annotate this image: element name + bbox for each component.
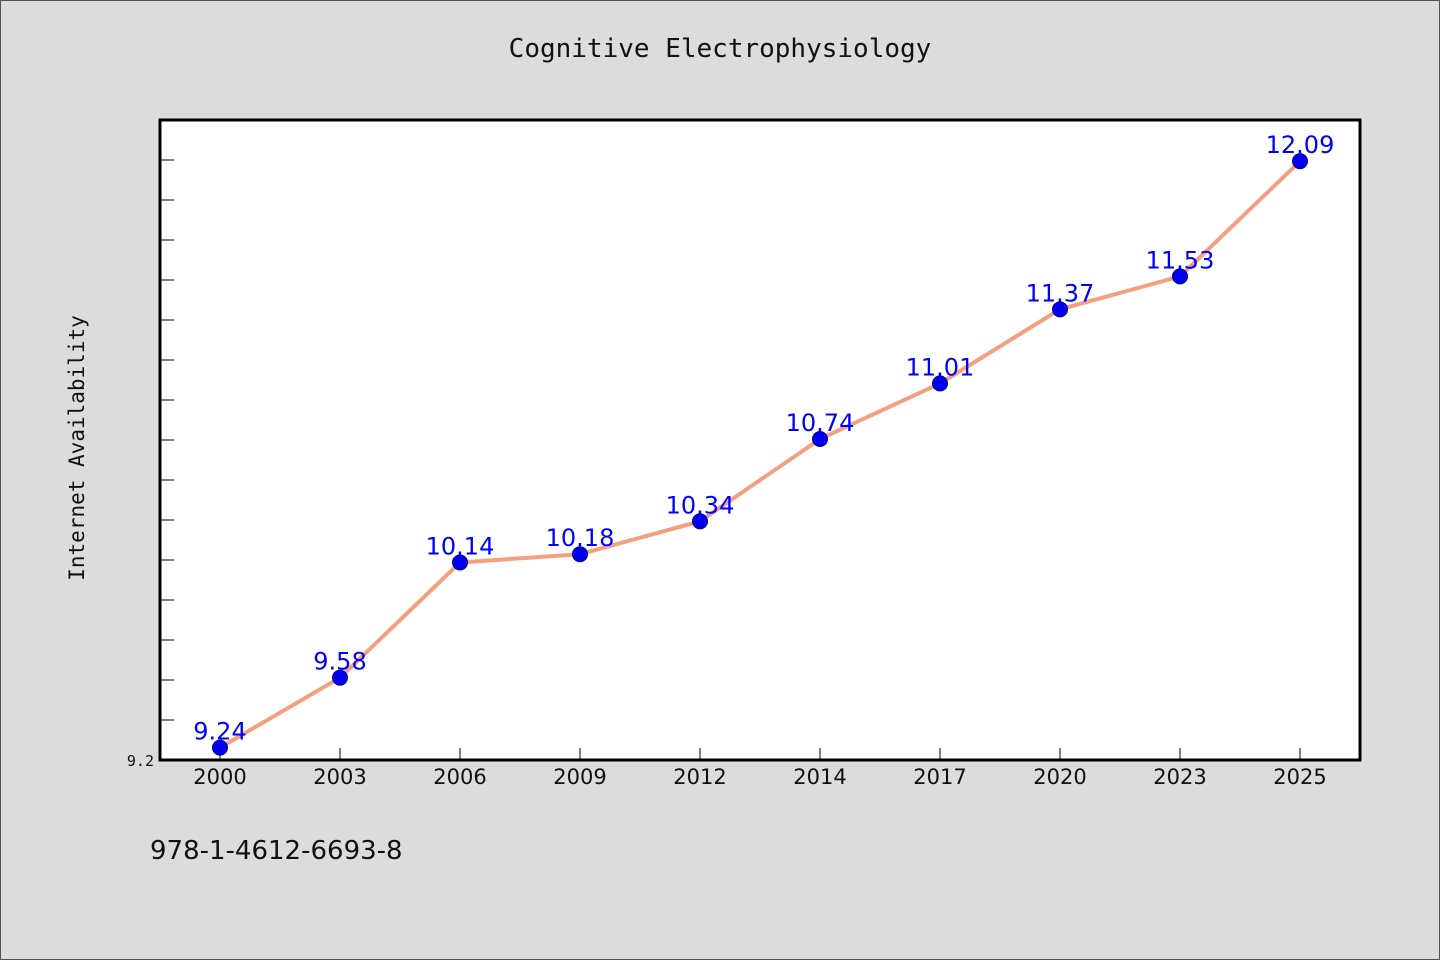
data-label: 10.34 [666, 491, 735, 519]
data-point [332, 669, 348, 686]
data-label: 12.09 [1266, 131, 1335, 159]
data-label: 10.14 [426, 532, 495, 560]
data-label: 9.24 [193, 718, 246, 746]
y-tick-label: 9.2 [127, 752, 154, 770]
data-point [812, 430, 828, 447]
x-tick-label: 2006 [433, 765, 486, 789]
x-tick-label: 2009 [553, 765, 606, 789]
data-point [692, 513, 708, 530]
data-point [212, 739, 228, 756]
x-tick-label: 2023 [1153, 765, 1206, 789]
data-label: 10.18 [546, 524, 615, 552]
x-tick-label: 2000 [193, 765, 246, 789]
x-tick-label: 2017 [913, 765, 966, 789]
x-tick-label: 2025 [1273, 765, 1326, 789]
isbn-text: 978-1-4612-6693-8 [150, 836, 403, 866]
data-label: 10.74 [786, 409, 855, 437]
data-label: 11.01 [906, 353, 975, 381]
data-label: 11.53 [1146, 246, 1215, 274]
data-point [572, 546, 588, 563]
data-point [452, 554, 468, 571]
data-labels: 9.24 9.58 10.14 10.18 10.34 10.74 11.01 11.37 11… [193, 131, 1334, 745]
data-point [1292, 153, 1308, 170]
data-label: 11.37 [1026, 279, 1095, 307]
chart-title: Cognitive Electrophysiology [508, 34, 932, 64]
plot-area [158, 118, 1362, 762]
series-line [218, 159, 1302, 750]
x-tick-label: 2014 [793, 765, 846, 789]
x-tick-label: 2003 [313, 765, 366, 789]
series-layer [212, 153, 1308, 756]
x-tick-label: 2012 [673, 765, 726, 789]
data-point [932, 375, 948, 392]
data-point [1052, 301, 1068, 318]
y-axis-ticks: 9.2 [127, 159, 174, 770]
x-axis-ticks: 2000 2003 2006 2009 2012 2014 2017 2020 2023 2025 [193, 748, 1327, 789]
data-point [1172, 268, 1188, 285]
data-label: 9.58 [313, 648, 366, 676]
x-tick-label: 2020 [1033, 765, 1086, 789]
